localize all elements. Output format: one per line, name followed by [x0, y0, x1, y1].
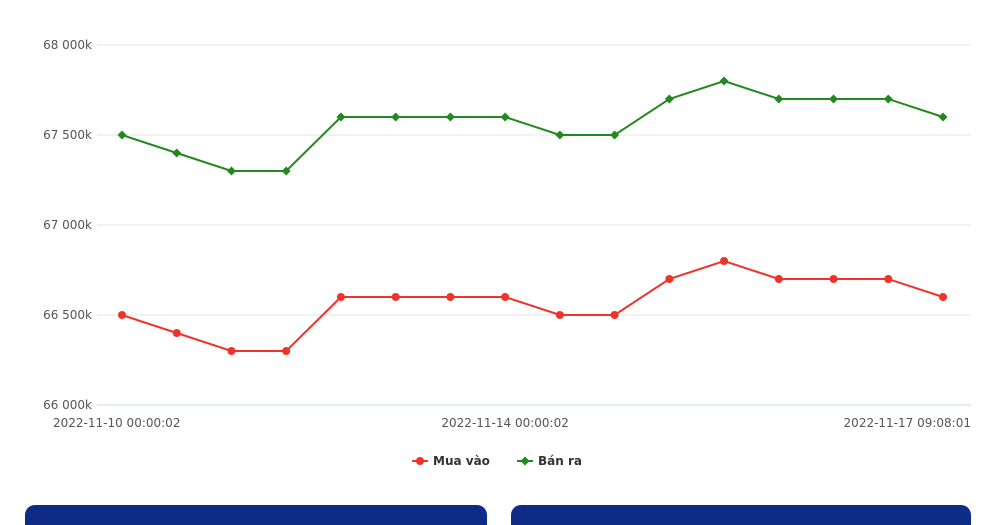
y-tick-label: 68 000k [43, 38, 92, 52]
legend-marker [416, 457, 424, 465]
legend-item-0: Mua vào [433, 454, 490, 468]
data-point [883, 94, 893, 104]
data-point [664, 94, 674, 104]
data-point [774, 275, 783, 283]
data-point [391, 293, 400, 301]
legend-item-1: Bán ra [538, 454, 582, 468]
x-tick-label: 2022-11-10 00:00:02 [53, 416, 180, 430]
data-point [610, 311, 619, 319]
data-point [336, 112, 346, 122]
x-tick-label: 2022-11-14 00:00:02 [441, 416, 568, 430]
data-point [938, 112, 948, 122]
data-point [446, 293, 455, 301]
data-point [391, 112, 401, 122]
data-point [665, 275, 674, 283]
data-point [719, 76, 729, 86]
data-point [829, 94, 839, 104]
data-point [720, 257, 729, 265]
data-point [829, 275, 838, 283]
data-point [555, 130, 565, 140]
data-point [610, 130, 620, 140]
data-point [774, 94, 784, 104]
data-point [117, 130, 127, 140]
data-point [500, 112, 510, 122]
series-line-1 [121, 79, 944, 172]
series-line-0 [121, 259, 944, 352]
data-point [501, 293, 510, 301]
price-line-chart: 66 000k 66 500k 67 000k 67 500k 68 000k 2022-… [43, 38, 971, 468]
data-point [336, 293, 345, 301]
data-point [118, 311, 126, 319]
y-tick-label: 66 500k [43, 308, 92, 322]
data-point [555, 311, 564, 319]
data-point [172, 148, 182, 158]
y-tick-label: 66 000k [43, 398, 92, 412]
data-point [226, 166, 236, 176]
data-point [282, 347, 291, 355]
data-point [445, 112, 455, 122]
y-tick-label: 67 500k [43, 128, 92, 142]
card-button-left[interactable] [25, 505, 487, 525]
legend-marker [520, 456, 530, 466]
data-point [172, 329, 181, 337]
data-point [227, 347, 236, 355]
data-point [939, 293, 947, 301]
y-tick-label: 67 000k [43, 218, 92, 232]
data-point [884, 275, 893, 283]
card-button-right[interactable] [511, 505, 971, 525]
data-point [281, 166, 291, 176]
x-tick-label: 2022-11-17 09:08:01 [844, 416, 971, 430]
